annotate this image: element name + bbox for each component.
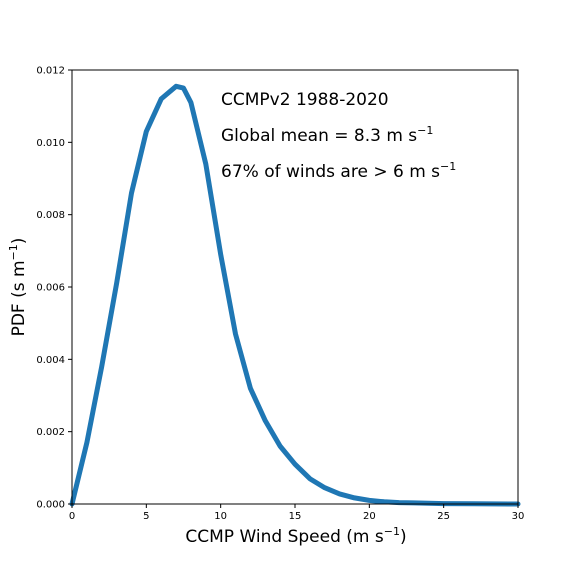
x-tick-label: 5 [143, 511, 149, 522]
annotation-title: CCMPv2 1988-2020 [221, 90, 389, 110]
y-axis-ticks: 0.000 0.002 0.004 0.006 0.008 0.010 0.012 [36, 66, 72, 511]
x-tick-label: 10 [214, 511, 227, 522]
y-tick-label: 0.010 [36, 138, 65, 149]
plot-background [72, 70, 518, 504]
x-tick-label: 0 [69, 511, 75, 522]
annotation-global-mean: Global mean = 8.3 m s−1 [221, 124, 433, 146]
y-tick-label: 0.002 [36, 427, 65, 438]
x-axis-ticks: 0 5 10 15 20 25 30 [69, 504, 525, 522]
x-axis-label: CCMP Wind Speed (m s−1) [185, 525, 406, 547]
y-tick-label: 0.000 [36, 500, 65, 511]
y-tick-label: 0.008 [36, 210, 65, 221]
y-tick-label: 0.012 [36, 66, 65, 77]
x-tick-label: 30 [512, 511, 525, 522]
y-tick-label: 0.004 [36, 355, 65, 366]
annotation-percent-winds: 67% of winds are > 6 m s−1 [221, 160, 456, 182]
pdf-series-line [69, 83, 521, 507]
y-axis-label: PDF (s m−1) [7, 238, 29, 337]
x-tick-label: 25 [437, 511, 450, 522]
y-tick-label: 0.006 [36, 283, 65, 294]
x-tick-label: 20 [363, 511, 376, 522]
x-tick-label: 15 [289, 511, 302, 522]
